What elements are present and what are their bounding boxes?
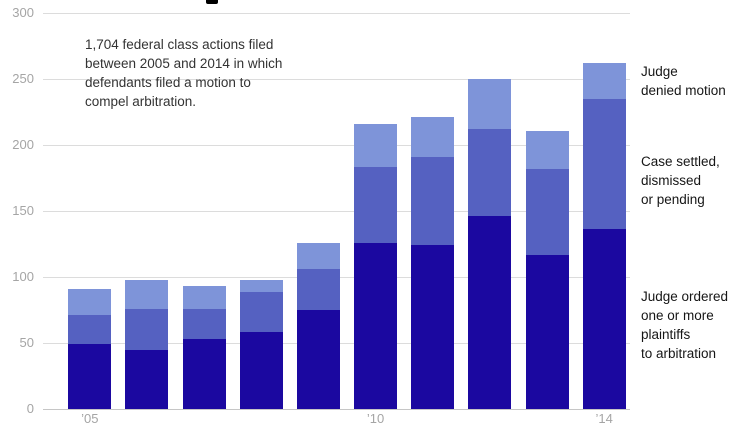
segment-judge-denied (354, 123, 397, 168)
y-axis-tick-label: 50 (19, 335, 34, 350)
segment-judge-ordered (468, 216, 511, 409)
segment-case-settled, (183, 308, 226, 340)
x-axis-tick-label: ’10 (366, 411, 385, 426)
segment-case-settled, (68, 315, 111, 345)
y-axis-tick-label: 250 (12, 71, 34, 86)
segment-judge-denied (526, 130, 569, 169)
bar-2011 (411, 117, 454, 409)
segment-case-settled, (125, 308, 168, 350)
segment-case-settled, (411, 156, 454, 246)
segment-judge-ordered (240, 332, 283, 409)
y-axis-tick-label: 300 (12, 5, 34, 20)
segment-judge-denied (297, 242, 340, 270)
segment-judge-ordered (183, 339, 226, 409)
gridline-150 (43, 210, 630, 212)
bar-2014 (583, 63, 626, 409)
x-axis-tick-label: ’14 (595, 411, 613, 426)
bar-2012 (468, 79, 511, 409)
legend-label-judge-denied-motion: Judge denied motion (641, 64, 726, 98)
cropped-title-text-fragment (206, 0, 218, 4)
gridline-250 (43, 78, 630, 80)
legend-label-case-settled-dismissed-pending: Case settled, dismissed or pending (641, 154, 720, 207)
bar-2005 (68, 288, 111, 409)
bar-2010 (354, 123, 397, 409)
segment-case-settled, (240, 291, 283, 333)
bar-2009 (297, 242, 340, 409)
segment-judge-denied (583, 63, 626, 99)
segment-judge-ordered (583, 229, 626, 409)
bar-2008 (240, 279, 283, 409)
segment-case-settled, (526, 168, 569, 255)
segment-judge-ordered (526, 254, 569, 409)
legend-label-judge-ordered-arbitration: Judge ordered one or more plaintiffs to … (641, 289, 729, 361)
y-axis-tick-label: 200 (12, 137, 34, 152)
bar-2013 (526, 130, 569, 409)
segment-judge-denied (68, 288, 111, 316)
y-axis-tick-label: 150 (12, 203, 34, 218)
segment-judge-ordered (297, 310, 340, 409)
segment-judge-ordered (125, 349, 168, 409)
segment-judge-denied (468, 79, 511, 130)
y-axis-tick-label: 0 (26, 401, 34, 416)
x-axis-tick-label: ’05 (81, 411, 99, 426)
bar-2006 (125, 279, 168, 409)
segment-case-settled, (297, 269, 340, 310)
y-axis-tick-label: 100 (12, 269, 34, 284)
gridline-200 (43, 144, 630, 146)
segment-case-settled, (468, 129, 511, 217)
segment-judge-denied (125, 279, 168, 309)
segment-judge-denied (411, 117, 454, 157)
segment-judge-denied (240, 279, 283, 292)
chart-annotation: 1,704 federal class actions filed betwee… (85, 37, 283, 109)
segment-judge-ordered (354, 242, 397, 409)
segment-case-settled, (583, 98, 626, 230)
gridline-0 (43, 408, 630, 410)
segment-judge-ordered (68, 344, 111, 409)
gridline-300 (43, 12, 630, 14)
segment-case-settled, (354, 167, 397, 243)
bar-2007 (183, 286, 226, 409)
segment-judge-ordered (411, 245, 454, 409)
segment-judge-denied (183, 286, 226, 309)
